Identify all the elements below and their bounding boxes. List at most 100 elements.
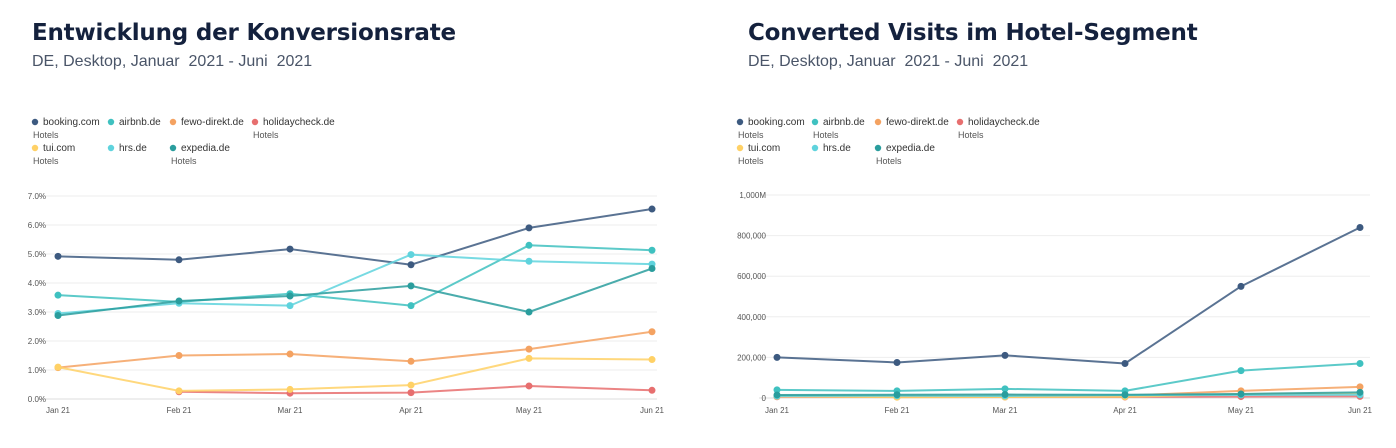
y-tick-label: 0.0%	[28, 395, 46, 404]
data-point	[1356, 383, 1364, 391]
data-point	[648, 246, 656, 254]
legend-marker	[811, 118, 819, 126]
legend-label: tui.com	[748, 143, 780, 154]
data-point	[1356, 223, 1364, 231]
chart-subtitle: DE, Desktop, Januar 2021 - Juni 2021	[748, 53, 1029, 70]
data-point	[286, 292, 294, 300]
data-point	[525, 241, 533, 249]
y-tick-label: 2.0%	[28, 337, 46, 346]
series-line	[57, 253, 653, 315]
y-tick-label: 600,000	[737, 272, 766, 281]
series-line	[57, 208, 653, 266]
legend-label: airbnb.de	[823, 117, 865, 128]
y-tick-label: 3.0%	[28, 308, 46, 317]
data-point	[286, 385, 294, 393]
x-tick-label: May 21	[516, 406, 543, 415]
data-point	[525, 224, 533, 232]
data-point	[525, 382, 533, 390]
y-tick-label: 200,000	[737, 353, 766, 362]
legend-label: tui.com	[43, 143, 75, 154]
data-point	[648, 386, 656, 394]
data-point	[1356, 359, 1364, 367]
legend-marker	[956, 118, 964, 126]
legend-sublabel: Hotels	[958, 130, 984, 140]
legend-sublabel: Hotels	[171, 156, 197, 166]
data-point	[525, 345, 533, 353]
data-point	[1237, 390, 1245, 398]
data-point	[648, 328, 656, 336]
legend-label: expedia.de	[181, 143, 230, 154]
x-tick-label: Jun 21	[1348, 406, 1373, 415]
y-tick-label: 0	[762, 394, 767, 403]
data-point	[286, 302, 294, 310]
chart-title: Entwicklung der Konversionsrate	[32, 20, 456, 46]
data-point	[286, 245, 294, 253]
series-line	[776, 362, 1361, 392]
legend-label: holidaycheck.de	[263, 117, 335, 128]
series-line	[776, 391, 1361, 396]
x-tick-label: Feb 21	[167, 406, 192, 415]
legend-marker	[811, 144, 819, 152]
conversion-rate-chart: 0.0% 1.0% 2.0% 3.0% 4.0% 5.0% 6.0% 7.0% Jan 21 Fe…	[28, 117, 665, 415]
data-point	[1237, 282, 1245, 290]
y-tick-label: 400,000	[737, 313, 766, 322]
y-tick-label: 1,000M	[739, 191, 766, 200]
data-point	[407, 381, 415, 389]
legend-sublabel: Hotels	[33, 156, 59, 166]
converted-visits-panel: Converted Visits im Hotel-Segment DE, De…	[718, 0, 1396, 448]
data-point	[407, 251, 415, 259]
legend-sublabel: Hotels	[253, 130, 279, 140]
data-point	[893, 391, 901, 399]
conversion-rate-panel: Entwicklung der Konversionsrate DE, Desk…	[28, 20, 665, 415]
legend-sublabel: Hotels	[876, 156, 902, 166]
y-tick-label: 800,000	[737, 232, 766, 241]
series-line	[57, 330, 653, 369]
data-point	[1121, 359, 1129, 367]
legend-sublabel: Hotels	[33, 130, 59, 140]
data-point	[407, 389, 415, 397]
y-tick-label: 1.0%	[28, 366, 46, 375]
data-point	[525, 308, 533, 316]
data-point	[54, 363, 62, 371]
data-point	[175, 297, 183, 305]
legend-marker	[31, 118, 39, 126]
legend-marker	[736, 144, 744, 152]
x-tick-label: Jan 21	[46, 406, 71, 415]
data-point	[175, 256, 183, 264]
y-tick-label: 7.0%	[28, 192, 46, 201]
chart-title: Converted Visits im Hotel-Segment	[748, 20, 1198, 46]
x-tick-label: Apr 21	[399, 406, 423, 415]
legend-marker	[251, 118, 259, 126]
legend-label: expedia.de	[886, 143, 935, 154]
data-point	[175, 387, 183, 395]
data-point	[54, 252, 62, 260]
y-tick-label: 4.0%	[28, 279, 46, 288]
legend-label: booking.com	[748, 117, 805, 128]
data-point	[407, 261, 415, 269]
x-tick-label: Mar 21	[993, 406, 1018, 415]
data-point	[1001, 385, 1009, 393]
legend-marker	[169, 118, 177, 126]
x-tick-label: Apr 21	[1113, 406, 1137, 415]
data-point	[773, 353, 781, 361]
x-tick-label: May 21	[1228, 406, 1255, 415]
data-point	[648, 205, 656, 213]
legend-label: hrs.de	[119, 143, 147, 154]
data-point	[286, 350, 294, 358]
legend-marker	[107, 118, 115, 126]
data-point	[525, 257, 533, 265]
legend-label: holidaycheck.de	[968, 117, 1040, 128]
x-tick-label: Jan 21	[765, 406, 790, 415]
legend-marker	[874, 144, 882, 152]
y-tick-label: 6.0%	[28, 221, 46, 230]
legend-marker	[736, 118, 744, 126]
converted-visits-chart: 0 200,000 400,000 600,000 800,000 1,000M Jan 2…	[736, 117, 1373, 415]
x-tick-label: Feb 21	[885, 406, 910, 415]
series-line	[57, 267, 653, 317]
legend-label: hrs.de	[823, 143, 851, 154]
data-point	[1356, 388, 1364, 396]
legend-marker	[31, 144, 39, 152]
data-point	[648, 265, 656, 272]
series-line	[57, 244, 653, 307]
chart-subtitle: DE, Desktop, Januar 2021 - Juni 2021	[32, 53, 313, 70]
